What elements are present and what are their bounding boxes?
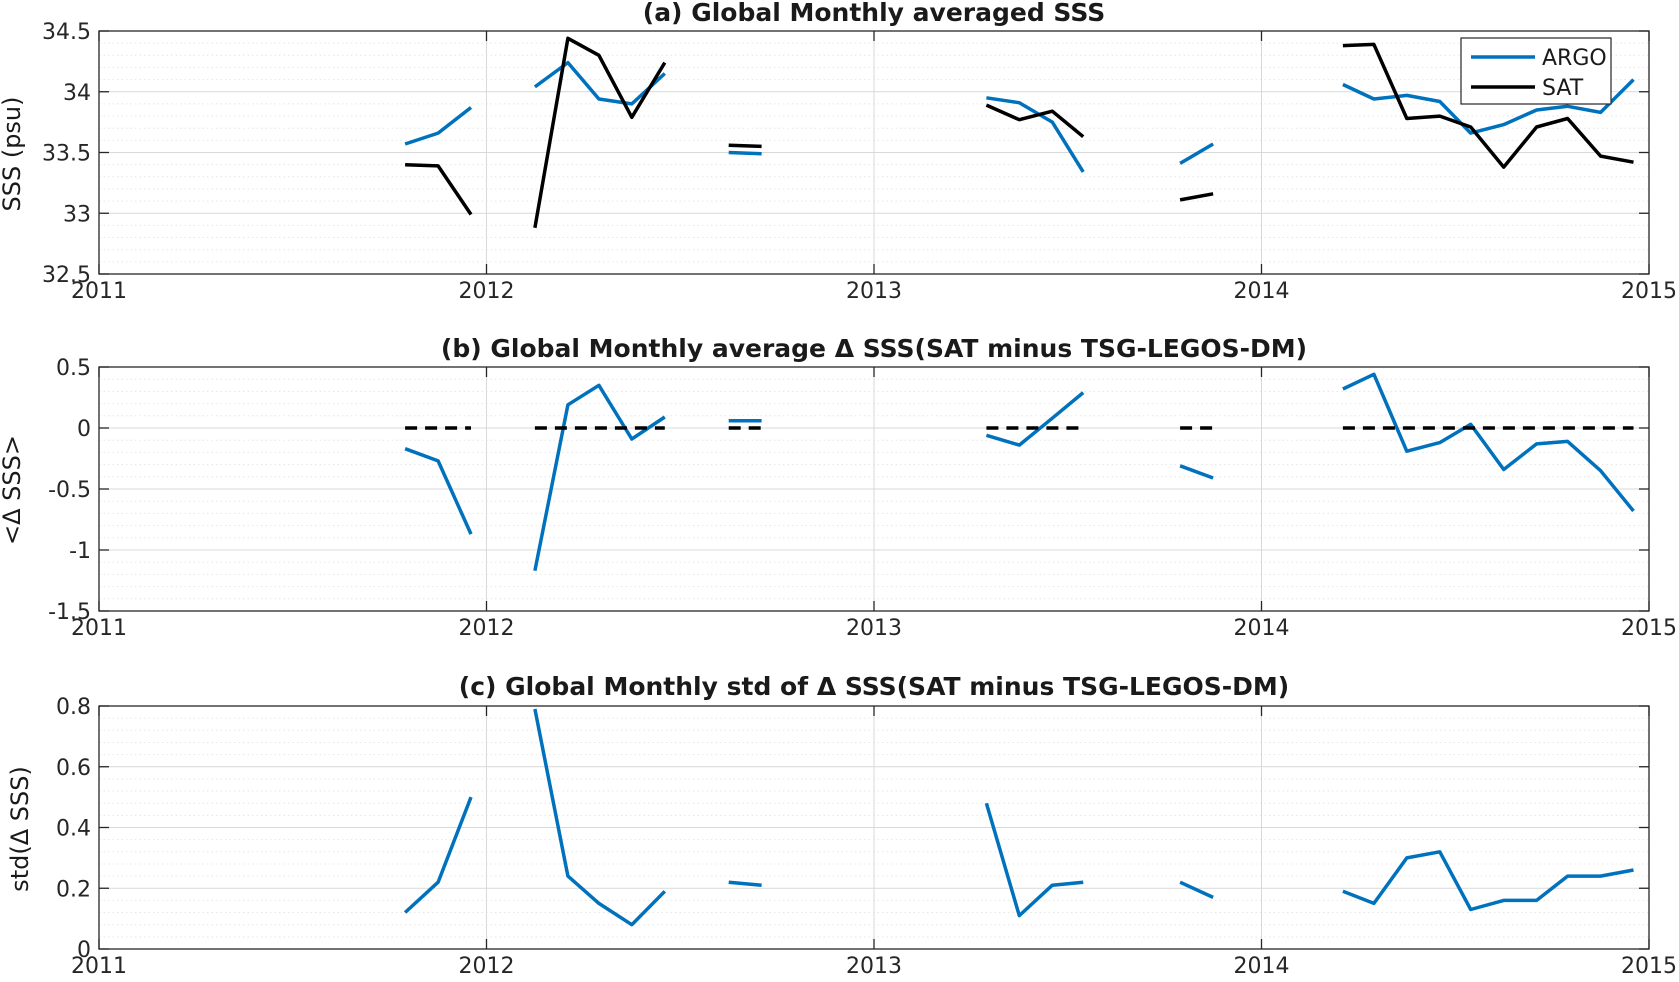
x-tick-label: 2013 [846, 616, 902, 641]
y-tick-label: 0 [77, 417, 91, 442]
series-0-line-segment [1342, 372, 1635, 513]
panel-b-ylabel: <Δ SSS> [0, 435, 26, 545]
panel-a-legend: ARGO SAT [1460, 37, 1612, 105]
sat-line-segment [728, 143, 762, 149]
x-tick-label: 2012 [459, 616, 515, 641]
y-tick-label: 33 [63, 202, 91, 227]
x-tick-label: 2012 [459, 279, 515, 304]
y-tick-label: -1.5 [48, 600, 91, 625]
legend-argo-label: ARGO [1542, 46, 1607, 71]
x-tick-label: 2015 [1621, 279, 1677, 304]
argo-line-segment [404, 106, 473, 146]
y-tick-label: 0 [77, 938, 91, 963]
panel-c-xticks: 2011 2012 2013 2014 2015 [71, 954, 1677, 979]
sat-line-segment [1179, 192, 1214, 202]
series-0-line-segment [1179, 464, 1214, 480]
series-0-line-segment [533, 383, 666, 572]
panel-a-series [404, 36, 1635, 229]
panel-a-axes [98, 30, 1650, 275]
x-tick-label: 2012 [459, 954, 515, 979]
series-0-line-segment [403, 796, 473, 914]
y-tick-label: 34.5 [42, 20, 91, 45]
y-tick-label: -0.5 [48, 478, 91, 503]
y-tick-label: 0.2 [56, 877, 91, 902]
series-0-line-segment [728, 880, 762, 887]
series-0-line-segment [985, 391, 1085, 447]
panel-c-series [403, 708, 1634, 927]
panel-c-axes [98, 705, 1650, 950]
sat-line-segment [533, 36, 667, 229]
panel-b-title: (b) Global Monthly average Δ SSS(SAT min… [441, 334, 1307, 363]
series-0-line-segment [1342, 850, 1634, 912]
panel-a: 2011 2012 2013 2014 2015 32.5 33 33.5 34 34.5 (a… [0, 0, 1677, 304]
y-tick-label: 0.8 [56, 695, 91, 720]
sat-line-segment [1342, 42, 1634, 169]
series-0-line-segment [533, 708, 667, 927]
argo-line-segment [1179, 142, 1214, 165]
y-tick-label: 33.5 [42, 142, 91, 167]
y-tick-label: 0.4 [56, 817, 91, 842]
panel-c: 2011 2012 2013 2014 2015 0 0.2 0.4 0.6 0.8 (c) G… [6, 672, 1677, 979]
panel-b-yticks: -1.5 -1 -0.5 0 0.5 [48, 356, 91, 625]
panel-a-title: (a) Global Monthly averaged SSS [643, 0, 1105, 27]
series-0-line-segment [404, 447, 473, 535]
panel-b: 2011 2012 2013 2014 2015 -1.5 -1 -0.5 0 0.5 (b) … [0, 334, 1677, 641]
y-tick-label: 34 [63, 81, 91, 106]
panel-b-xticks: 2011 2012 2013 2014 2015 [71, 616, 1677, 641]
argo-line-segment [986, 96, 1085, 173]
x-tick-label: 2015 [1621, 954, 1677, 979]
panel-a-ylabel: SSS (psu) [0, 96, 26, 211]
panel-b-axes [98, 366, 1650, 612]
panel-c-title: (c) Global Monthly std of Δ SSS(SAT minu… [459, 672, 1289, 701]
argo-line-segment [728, 150, 762, 156]
legend-box [1460, 37, 1612, 105]
panel-b-series [404, 372, 1635, 572]
panel-a-yticks: 32.5 33 33.5 34 34.5 [42, 20, 91, 288]
sat-line-segment [985, 103, 1085, 139]
panel-c-ylabel: std(Δ SSS) [6, 766, 34, 892]
legend-sat-label: SAT [1542, 76, 1584, 101]
x-tick-label: 2013 [846, 954, 902, 979]
x-tick-label: 2011 [71, 954, 127, 979]
series-0-line-segment [984, 802, 1084, 918]
argo-line-segment [533, 60, 666, 106]
y-tick-label: 0.6 [56, 756, 91, 781]
y-tick-label: 0.5 [56, 356, 91, 381]
panel-c-yticks: 0 0.2 0.4 0.6 0.8 [56, 695, 91, 963]
x-tick-label: 2014 [1234, 279, 1290, 304]
argo-line-segment [1342, 78, 1635, 135]
x-tick-label: 2014 [1234, 616, 1290, 641]
y-tick-label: -1 [69, 539, 91, 564]
x-tick-label: 2011 [71, 616, 127, 641]
x-tick-label: 2013 [846, 279, 902, 304]
sat-line-segment [405, 162, 473, 216]
panel-a-xticks: 2011 2012 2013 2014 2015 [71, 279, 1677, 304]
panel-b-grid [98, 366, 1650, 612]
x-tick-label: 2011 [71, 279, 127, 304]
y-tick-label: 32.5 [42, 263, 91, 288]
x-tick-label: 2015 [1621, 616, 1677, 641]
series-0-line-segment [1179, 880, 1214, 899]
x-tick-label: 2014 [1234, 954, 1290, 979]
